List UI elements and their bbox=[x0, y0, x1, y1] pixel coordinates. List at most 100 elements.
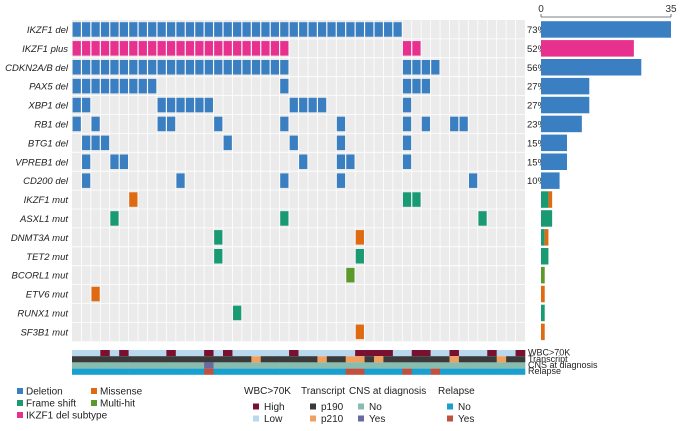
cell-vpreb1-del-s35 bbox=[402, 154, 412, 169]
cell-btg1-del-s2 bbox=[91, 135, 100, 151]
cell-pax5-del-s2 bbox=[91, 78, 100, 94]
pct-label-rb1-del: 23% bbox=[527, 119, 547, 130]
cell-cd200-del-s22 bbox=[280, 173, 289, 188]
cell-cdkn2a-b-del-s3 bbox=[100, 60, 110, 75]
cell-tet2-mut-s30 bbox=[355, 249, 364, 264]
anno-cns-at-diagnosis-s21 bbox=[270, 362, 280, 369]
cell-rb1-del-s35 bbox=[402, 116, 412, 132]
cell-vpreb1-del-s24 bbox=[299, 154, 308, 169]
anno-cns-at-diagnosis-s19 bbox=[251, 362, 262, 369]
cell-ikzf1-del-s9 bbox=[157, 22, 166, 37]
anno-relapse-s15 bbox=[213, 368, 224, 375]
anno-wbc-70k-s18 bbox=[241, 350, 252, 357]
anno-transcript-s25 bbox=[307, 356, 318, 363]
legend-swatch-wbc-70k-high bbox=[253, 403, 259, 410]
anno-transcript-s26 bbox=[317, 356, 328, 363]
cell-btg1-del-s3 bbox=[100, 135, 110, 151]
anno-cns-at-diagnosis-s36 bbox=[411, 362, 422, 369]
bar-xbp1-del bbox=[541, 96, 590, 114]
anno-relapse-s27 bbox=[326, 368, 337, 375]
pct-label-pax5-del: 27% bbox=[527, 82, 547, 93]
gene-label-ikzf1-mut: IKZF1 mut bbox=[24, 195, 69, 206]
gene-label-ikzf1-del: IKZF1 del bbox=[27, 25, 69, 36]
anno-transcript-s16 bbox=[223, 356, 233, 363]
cell-xbp1-del-s11 bbox=[176, 97, 185, 113]
cell-rb1-del-s15 bbox=[214, 116, 223, 132]
cell-ikzf1-plus-s14 bbox=[204, 41, 213, 56]
anno-transcript-s46 bbox=[506, 356, 516, 363]
cell-ikzf1-plus-s8 bbox=[148, 41, 157, 56]
anno-wbc-70k-s41 bbox=[458, 350, 469, 357]
cell-ikzf1-del-s24 bbox=[299, 22, 308, 37]
anno-wbc-70k-s4 bbox=[109, 350, 120, 357]
anno-transcript-s11 bbox=[175, 356, 186, 363]
anno-relapse-s32 bbox=[374, 368, 384, 375]
gene-label-btg1-del: BTG1 del bbox=[28, 138, 69, 149]
anno-transcript-s2 bbox=[90, 356, 101, 363]
anno-relapse-s30 bbox=[355, 368, 365, 375]
cell-ikzf1-plus-s4 bbox=[110, 41, 119, 56]
legend-swatch-wbc-70k-low bbox=[253, 415, 259, 422]
cell-rb1-del-s37 bbox=[421, 116, 431, 132]
cell-ikzf1-del-s26 bbox=[317, 22, 327, 37]
cell-ikzf1-plus-s7 bbox=[138, 41, 147, 56]
anno-relapse-s41 bbox=[458, 368, 469, 375]
bar-ikzf1-del bbox=[541, 21, 671, 38]
bar-pax5-del bbox=[541, 77, 590, 95]
anno-transcript-s5 bbox=[119, 356, 129, 363]
pct-label-xbp1-del: 27% bbox=[527, 101, 547, 112]
cell-rb1-del-s9 bbox=[157, 116, 166, 132]
anno-label-relapse: Relapse bbox=[528, 366, 561, 376]
cell-xbp1-del-s14 bbox=[204, 97, 213, 113]
anno-relapse-s44 bbox=[487, 368, 497, 375]
cell-cdkn2a-b-del-s10 bbox=[166, 60, 176, 75]
anno-transcript-s4 bbox=[109, 356, 120, 363]
anno-transcript-s32 bbox=[374, 356, 384, 363]
cell-cdkn2a-b-del-s17 bbox=[233, 60, 242, 75]
bar-tet2-mut bbox=[541, 248, 549, 265]
anno-relapse-s11 bbox=[175, 368, 186, 375]
anno-wbc-70k-s13 bbox=[194, 350, 205, 357]
anno-cns-at-diagnosis-s16 bbox=[223, 362, 233, 369]
cell-cd200-del-s28 bbox=[336, 173, 346, 188]
anno-cns-at-diagnosis-s26 bbox=[317, 362, 328, 369]
cell-ikzf1-plus-s19 bbox=[251, 41, 261, 56]
cell-ikzf1-del-s31 bbox=[365, 22, 374, 37]
anno-cns-at-diagnosis-s20 bbox=[260, 362, 271, 369]
anno-wbc-70k-s24 bbox=[298, 350, 309, 357]
cell-pax5-del-s5 bbox=[119, 78, 129, 94]
cell-ikzf1-del-s19 bbox=[251, 22, 261, 37]
cell-ikzf1-del-s32 bbox=[374, 22, 383, 37]
anno-transcript-s8 bbox=[147, 356, 158, 363]
cell-ikzf1-del-s17 bbox=[233, 22, 242, 37]
cell-asxl1-mut-s22 bbox=[280, 211, 289, 226]
anno-label-wbc-70k: WBC>70K bbox=[528, 348, 570, 358]
cell-cd200-del-s11 bbox=[176, 173, 185, 188]
anno-cns-at-diagnosis-s18 bbox=[241, 362, 252, 369]
anno-cns-at-diagnosis-s1 bbox=[81, 362, 92, 369]
anno-relapse-s14 bbox=[204, 368, 214, 375]
cell-xbp1-del-s23 bbox=[289, 97, 298, 113]
anno-cns-at-diagnosis-s17 bbox=[232, 362, 243, 369]
gene-label-runx1-mut: RUNX1 mut bbox=[17, 308, 68, 319]
legend-item-relapse-yes: Yes bbox=[458, 414, 474, 425]
anno-wbc-70k-s46 bbox=[506, 350, 516, 357]
cell-cdkn2a-b-del-s38 bbox=[431, 60, 440, 75]
anno-cns-at-diagnosis-s9 bbox=[156, 362, 167, 369]
anno-relapse-s0 bbox=[72, 368, 82, 375]
anno-wbc-70k-s31 bbox=[364, 350, 375, 357]
anno-relapse-s35 bbox=[402, 368, 413, 375]
anno-wbc-70k-s6 bbox=[128, 350, 139, 357]
cell-ikzf1-plus-s16 bbox=[223, 41, 232, 56]
legend-swatch-cns-at-diagnosis-yes bbox=[358, 415, 364, 422]
cell-vpreb1-del-s28 bbox=[336, 154, 346, 169]
cell-runx1-mut-s17 bbox=[233, 305, 242, 321]
cell-ikzf1-plus-s3 bbox=[100, 41, 110, 56]
bar-etv6-mut bbox=[541, 285, 545, 303]
cell-ikzf1-mut-s36 bbox=[412, 192, 421, 207]
anno-relapse-s38 bbox=[430, 368, 441, 375]
bar-ikzf1-mut-seg1 bbox=[548, 191, 553, 208]
anno-relapse-s28 bbox=[336, 368, 346, 375]
anno-wbc-70k-s28 bbox=[336, 350, 346, 357]
anno-relapse-s5 bbox=[119, 368, 129, 375]
